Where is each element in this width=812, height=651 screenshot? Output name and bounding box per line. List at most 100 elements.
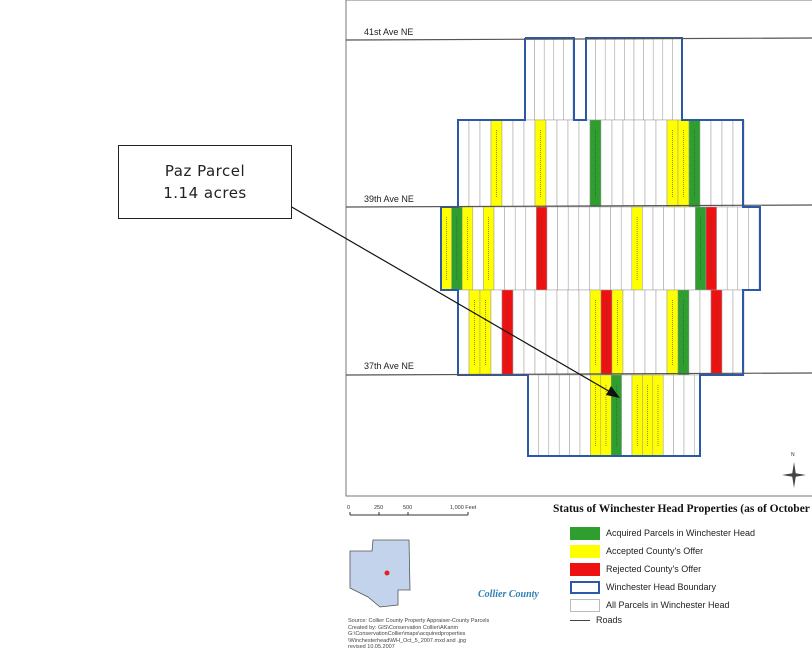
lower-parcel [578,289,591,376]
upper-parcel [644,119,657,208]
upper-parcel [578,119,591,208]
road-label-39th: 39th Ave NE [364,194,414,204]
upper-parcel [611,119,624,208]
upper-parcel [545,119,558,208]
scale-label-500: 500 [403,505,413,511]
rejected-swatch [570,562,600,576]
lower-parcel [633,289,646,376]
middle-parcel [610,206,622,291]
lower-parcel [490,289,503,376]
south-parcel [558,374,570,457]
north-right-parcel [652,37,664,121]
legend-item-rejected: Rejected County's Offer [570,562,701,576]
south-parcel [673,374,685,457]
upper-parcel [600,119,613,208]
arrow-head [606,386,620,398]
accepted-swatch [570,544,600,558]
upper-parcel [501,119,514,208]
north-right-parcel [614,37,625,121]
lower-parcel [567,289,580,376]
middle-parcel [737,206,749,291]
north-right-parcel [624,37,635,121]
upper-parcel [479,119,492,208]
lower-parcel [721,289,734,376]
south-parcel [527,374,539,457]
lower-parcel [688,289,701,376]
scale-bar [349,512,469,516]
middle-parcel [748,206,760,291]
middle-parcel [726,206,739,291]
boundary-swatch [570,580,600,594]
middle-parcel [684,206,696,291]
county-outline [349,539,411,608]
upper-parcel [512,119,525,208]
middle-parcel [673,206,686,291]
legend-label: Rejected County's Offer [606,564,702,574]
road-line [345,204,812,208]
road-line [345,37,812,41]
scale-label-1000: 1,000 Feet [450,505,477,511]
upper-parcel [721,119,734,208]
middle-parcel [546,206,558,291]
middle-parcel [525,206,537,291]
south-parcel [662,374,674,457]
source-line: Source: Collier County Property Appraise… [348,618,490,624]
acquired-swatch [570,526,600,540]
legend-label: Acquired Parcels in Winchester Head [606,528,756,538]
middle-parcel [567,206,580,291]
upper-parcel [622,119,635,208]
parcels-swatch [570,598,600,612]
callout-arrow [289,205,620,398]
road-line-swatch [570,619,590,621]
legend-label: Roads [596,615,623,625]
north-label: N [791,452,795,458]
upper-parcel [699,119,712,208]
legend-item-parcels: All Parcels in Winchester Head [570,598,730,612]
south-parcel [579,374,591,457]
legend-item-acquired: Acquired Parcels in Winchester Head [570,526,755,540]
north-left-parcel [534,37,545,121]
north-right-parcel [633,37,644,121]
north-left-parcel [524,37,535,121]
middle-parcel [642,206,654,291]
upper-parcel [468,119,481,208]
road-label-37th: 37th Ave NE [364,361,414,371]
south-parcel [538,374,550,457]
callout-title: Paz Parcel [164,162,246,180]
north-left-parcel [553,37,564,121]
north-right-parcel [643,37,654,121]
middle-parcel [620,206,633,291]
road-label-41st: 41st Ave NE [364,27,414,37]
location-marker [384,570,390,576]
upper-parcel [523,119,536,208]
north-right-parcel [662,37,673,121]
lower-parcel [512,289,525,376]
scale-label-0: 0 [347,505,351,511]
upper-parcel [666,119,679,208]
south-parcel [683,374,695,457]
upper-parcel [567,119,580,208]
legend-label: All Parcels in Winchester Head [606,600,730,610]
south-parcel [621,374,633,457]
lower-parcel [622,289,635,376]
callout-acreage: 1.14 acres [163,184,247,202]
source-line: revised 10.05.2007 [348,644,395,650]
north-right-parcel [604,37,616,121]
lower-parcel [457,289,470,376]
collier-county-logo: Collier County [478,589,539,600]
south-parcel [548,374,560,457]
legend-label: Winchester Head Boundary [606,582,717,592]
paz-parcel-callout: Paz Parcel 1.14 acres [118,145,292,219]
lower-parcel [545,289,558,376]
middle-parcel [504,206,516,291]
legend-item-roads: Roads [570,613,622,627]
upper-parcel [655,119,668,208]
lower-parcel [655,289,668,376]
middle-parcel [578,206,590,291]
middle-parcel [514,206,527,291]
upper-parcel [457,119,470,208]
middle-parcel [599,206,611,291]
middle-parcel [663,206,675,291]
north-left-parcel [563,37,574,121]
